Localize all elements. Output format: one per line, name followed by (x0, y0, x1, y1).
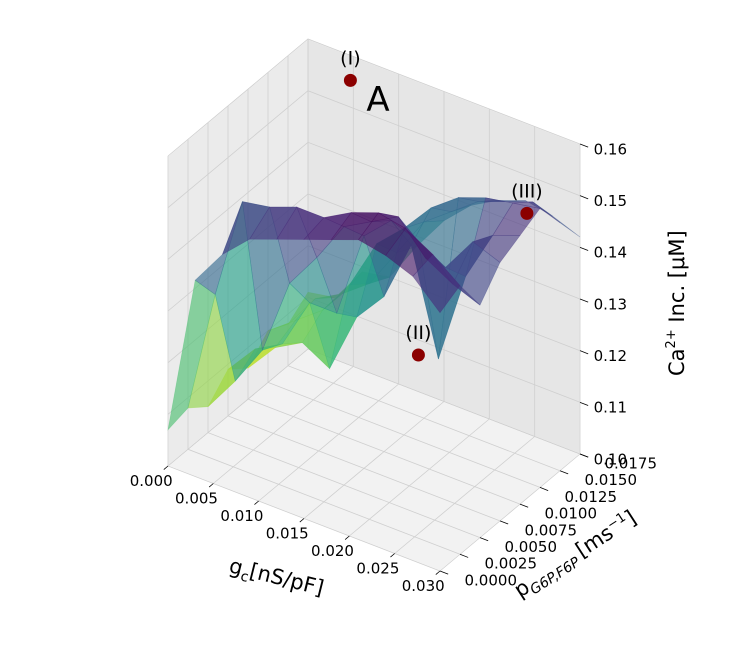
annotation-label: (II) (405, 322, 431, 344)
x-tick (435, 570, 441, 575)
x-tick (299, 518, 305, 523)
z-axis-label: Ca2+ Inc. [μM] (664, 230, 689, 376)
x-tick (208, 483, 214, 488)
x-tick-label: 0.010 (220, 507, 263, 525)
x-tick-label: 0.015 (266, 525, 309, 543)
y-tick-label: 0.0025 (485, 555, 538, 573)
annotation-marker (343, 73, 357, 87)
x-tick-label: 0.000 (130, 472, 173, 490)
z-tick-label: 0.16 (594, 140, 627, 158)
x-tick-label: 0.030 (402, 577, 445, 595)
y-tick-label: 0.0050 (505, 538, 558, 556)
annotation-marker (520, 206, 534, 220)
annotation-marker (411, 348, 425, 362)
z-tick (579, 350, 589, 355)
annotation-label: (III) (511, 180, 543, 202)
z-gridline (167, 90, 581, 209)
z-tick (579, 401, 589, 406)
x-tick (254, 500, 259, 505)
y-tick (519, 503, 529, 508)
y-tick (499, 520, 509, 525)
y-tick (539, 487, 549, 491)
annotation-label: (I) (340, 47, 360, 69)
z-tick (579, 298, 589, 303)
y-tick (459, 553, 469, 558)
y-tick-label: 0.0150 (585, 471, 638, 489)
z-tick-label: 0.12 (594, 347, 627, 365)
z-tick-label: 0.11 (594, 399, 627, 417)
z-tick (579, 195, 589, 200)
z-tick (579, 143, 589, 148)
x-tick (163, 465, 169, 470)
annotation-markers: (I) (II) (III) (340, 47, 543, 362)
surface-patch (412, 254, 461, 314)
surface (167, 197, 581, 431)
surface-patch (532, 201, 581, 238)
surface-patch (512, 201, 561, 223)
z-tick-label: 0.10 (594, 450, 627, 468)
y-tick (439, 570, 449, 575)
y-tick-label: 0.0100 (545, 505, 598, 523)
y-tick-label: 0.0175 (605, 455, 658, 473)
z-tick-label: 0.14 (594, 244, 627, 262)
z-gridline (167, 38, 581, 157)
z-tick-label: 0.15 (594, 192, 627, 210)
y-tick-label: 0.0125 (565, 488, 618, 506)
x-tick (390, 553, 395, 558)
x-tick-label: 0.020 (311, 542, 354, 560)
y-tick (559, 470, 569, 475)
y-tick (479, 537, 489, 542)
y-tick-label: 0.0000 (465, 572, 518, 590)
x-tick (344, 535, 350, 540)
x-axis-label: gc[nS/pF] (226, 554, 326, 605)
x-tick-label: 0.005 (175, 490, 218, 508)
z-tick (579, 246, 589, 251)
z-gridline (167, 348, 581, 467)
z-tick (579, 453, 589, 458)
chart-title: A (366, 80, 389, 120)
z-tick-label: 0.13 (594, 295, 627, 313)
y-tick-label: 0.0075 (525, 521, 578, 539)
x-tick-label: 0.025 (356, 560, 399, 578)
